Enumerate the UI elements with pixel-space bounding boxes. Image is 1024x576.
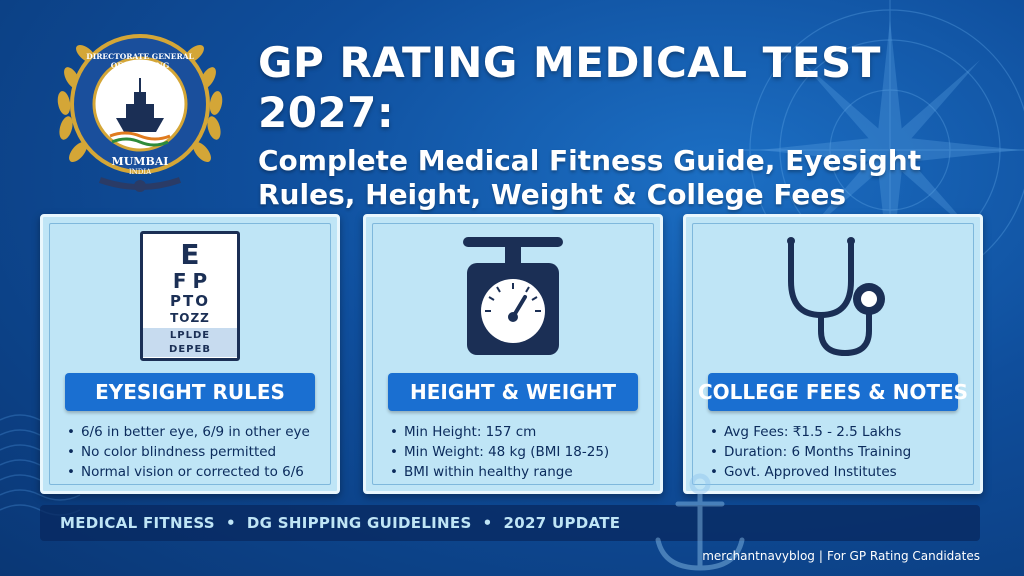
card-heading: COLLEGE FEES & NOTES [698, 373, 968, 411]
eye-chart-row: PTO [170, 292, 210, 310]
eye-chart-row: DEPEB [169, 344, 211, 355]
eye-chart-row: TOZZ [170, 311, 210, 325]
eye-chart-band: LPLDE DEPEB [143, 328, 237, 357]
credit-note: For GP Rating Candidates [826, 549, 980, 563]
list-item: Normal vision or corrected to 6/6 [67, 462, 325, 482]
card-list: 6/6 in better eye, 6/9 in other eye No c… [67, 422, 325, 482]
card-list: Min Height: 157 cm Min Weight: 48 kg (BM… [390, 422, 648, 482]
footer-tagline: MEDICAL FITNESS • DG SHIPPING GUIDELINES… [60, 514, 621, 532]
college-fees-card: COLLEGE FEES & NOTES Avg Fees: ₹1.5 - 2.… [683, 214, 983, 494]
dg-shipping-logo: DIRECTORATE GENERAL OF SHIPPING MUMBAI I… [50, 18, 230, 198]
credit-separator: | [818, 549, 823, 563]
list-item: BMI within healthy range [390, 462, 648, 482]
list-item: Avg Fees: ₹1.5 - 2.5 Lakhs [710, 422, 968, 442]
eye-chart-row: LPLDE [169, 330, 211, 341]
logo-ring-text: DIRECTORATE GENERAL OF SHIPPING [86, 52, 194, 70]
anchor-icon [655, 473, 745, 571]
subtitle-line-1: Complete Medical Fitness Guide, Eyesight [258, 144, 922, 177]
card-heading: EYESIGHT RULES [65, 373, 315, 411]
credit-line: merchantnavyblog | For GP Rating Candidate… [702, 549, 980, 563]
logo-city: MUMBAI [111, 155, 169, 168]
eye-chart-row: E [180, 238, 200, 271]
list-item: Min Height: 157 cm [390, 422, 648, 442]
list-item: Duration: 6 Months Training [710, 442, 968, 462]
footer-strip [40, 505, 980, 541]
page-subtitle: Complete Medical Fitness Guide, Eyesight… [258, 144, 998, 212]
credit-site: merchantnavyblog [702, 549, 815, 563]
page-title: GP RATING MEDICAL TEST 2027: [258, 38, 881, 137]
card-list: Avg Fees: ₹1.5 - 2.5 Lakhs Duration: 6 M… [710, 422, 968, 482]
header: GP RATING MEDICAL TEST 2027: Complete Me… [258, 38, 998, 212]
stethoscope-icon [787, 237, 885, 357]
eyesight-card: E FP PTO TOZZ LPLDE DEPEB EYESIGHT RULES… [40, 214, 340, 494]
height-weight-card: HEIGHT & WEIGHT Min Height: 157 cm Min W… [363, 214, 663, 494]
eye-chart-icon: E FP PTO TOZZ LPLDE DEPEB [140, 231, 240, 361]
weighing-scale-icon [463, 237, 563, 355]
list-item: Min Weight: 48 kg (BMI 18-25) [390, 442, 648, 462]
list-item: 6/6 in better eye, 6/9 in other eye [67, 422, 325, 442]
list-item: No color blindness permitted [67, 442, 325, 462]
subtitle-line-2: Rules, Height, Weight & College Fees [258, 178, 847, 211]
list-item: Govt. Approved Institutes [710, 462, 968, 482]
dg-shipping-emblem-icon [57, 34, 223, 192]
logo-country: INDIA [128, 168, 152, 176]
card-heading: HEIGHT & WEIGHT [388, 373, 638, 411]
eye-chart-row: FP [172, 269, 214, 293]
